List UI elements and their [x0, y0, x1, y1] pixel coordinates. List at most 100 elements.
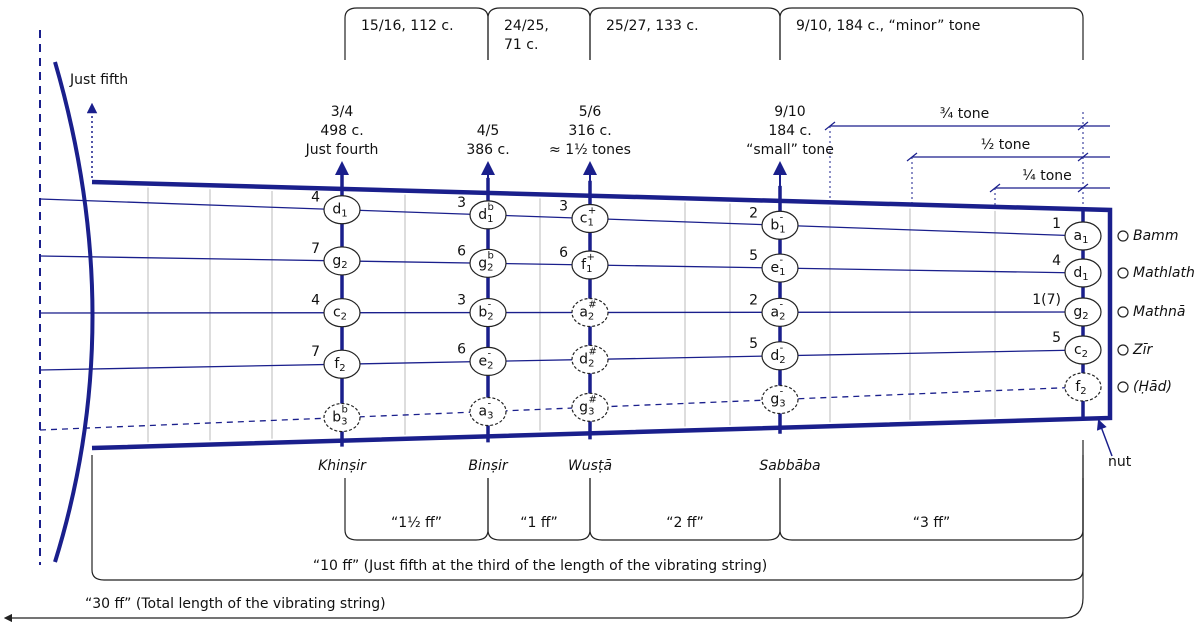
note: a2-	[771, 299, 786, 322]
note-sup: b	[341, 405, 347, 416]
note-sub: 2	[779, 355, 785, 366]
note-sub: 1	[487, 214, 493, 225]
ten-ff: “10 ff” (Just fifth at the third of the …	[313, 558, 767, 574]
note-sup: #	[588, 346, 596, 357]
note-sub: 2	[1082, 349, 1088, 360]
note-sub: 2	[1080, 386, 1086, 397]
thirty-ff-arrow	[3, 440, 1084, 623]
finger: 6	[559, 245, 568, 261]
note-oval	[761, 210, 799, 240]
note-oval	[571, 392, 609, 422]
note: g2	[332, 253, 347, 271]
note-letter: e	[479, 353, 488, 369]
note-letter: c	[333, 305, 341, 321]
note-sub: 2	[487, 262, 493, 273]
fret-ratio: 3/4	[331, 104, 354, 120]
note: f2	[1075, 379, 1086, 397]
note-sup: -	[779, 299, 783, 310]
finger: 5	[1052, 330, 1061, 346]
note: c2	[1074, 342, 1088, 360]
note-letter: d	[478, 207, 487, 223]
note-oval	[323, 402, 361, 433]
fret-ratio: 316 c.	[568, 123, 611, 139]
string	[39, 255, 1084, 274]
note: f1+	[581, 252, 595, 275]
bottom-brace	[589, 478, 781, 541]
note-oval	[323, 195, 361, 225]
interval-label: 24/25,	[504, 18, 549, 34]
note: e2-	[479, 348, 494, 371]
ten-ff-brace	[91, 455, 1084, 581]
ff-label: “1½ ff”	[391, 515, 442, 531]
interval-label: 15/16, 112 c.	[361, 18, 454, 34]
finger: 1(7)	[1032, 292, 1061, 308]
thirty-ff: “30 ff” (Total length of the vibrating s…	[85, 596, 386, 612]
note: c2	[333, 305, 347, 323]
note-sup: -	[780, 343, 784, 354]
note: g3#	[579, 394, 597, 417]
note-sub: 3	[779, 398, 785, 409]
note-oval	[323, 298, 361, 328]
note-letter: f	[334, 356, 340, 372]
note-letter: g	[478, 255, 487, 271]
note-letter: g	[1073, 304, 1082, 320]
fret-name: Sabbāba	[759, 458, 820, 474]
note-sub: 2	[487, 360, 493, 371]
finger: 3	[457, 293, 466, 309]
note-sub: 2	[339, 363, 345, 374]
note-oval	[469, 297, 507, 328]
note-letter: g	[332, 253, 341, 269]
tone-label: ¾ tone	[940, 106, 990, 122]
finger: 7	[311, 344, 320, 360]
bottom-brace	[344, 478, 489, 541]
note-sup: +	[586, 252, 594, 263]
fret-name: Khinṣir	[318, 458, 367, 474]
note: g3-	[770, 386, 785, 409]
note-sup: b	[487, 202, 493, 213]
note-oval	[761, 341, 799, 371]
note: g2	[1073, 304, 1088, 322]
note-sup: #	[588, 394, 596, 405]
note: g2b	[478, 250, 494, 273]
just-fifth: Just fifth	[69, 72, 128, 88]
string-name: Mathlath	[1133, 265, 1195, 281]
note: c1+	[580, 206, 596, 229]
note-sub: 1	[1082, 272, 1088, 283]
fret-ratio: 386 c.	[466, 142, 509, 158]
note-oval	[1064, 221, 1102, 251]
note: d1b	[478, 202, 494, 225]
fret-ratio: 184 c.	[768, 123, 811, 139]
fret-name: Binṣir	[468, 458, 509, 474]
note-oval	[571, 203, 609, 234]
note: d2#	[579, 346, 597, 369]
tone-label: ¼ tone	[1022, 168, 1072, 184]
finger: 4	[1052, 253, 1061, 269]
note-sup: -	[488, 348, 492, 359]
note-letter: d	[579, 351, 588, 367]
note-letter: g	[579, 399, 588, 415]
tone-label: ½ tone	[981, 137, 1031, 153]
note-oval	[323, 246, 361, 276]
string	[39, 386, 1084, 431]
note-oval	[469, 248, 507, 278]
top-brace	[344, 7, 489, 60]
nut-label: nut	[1108, 454, 1132, 470]
note-letter: d	[1073, 265, 1082, 281]
note: e1-	[771, 255, 786, 278]
ff-label: “2 ff”	[666, 515, 704, 531]
string	[39, 349, 1084, 371]
finger: 7	[311, 241, 320, 257]
interval-label: 71 c.	[504, 37, 538, 53]
finger: 5	[749, 248, 758, 264]
note: b1-	[770, 212, 785, 235]
fret-ratio: 498 c.	[320, 123, 363, 139]
note-sub: 1	[586, 264, 592, 275]
note-letter: b	[332, 410, 341, 426]
note-letter: a	[1074, 228, 1083, 244]
note: f2	[334, 356, 345, 374]
fret-ratio: 4/5	[477, 123, 500, 139]
note-sub: 1	[779, 224, 785, 235]
note-oval	[571, 297, 609, 328]
note: b2-	[478, 300, 493, 323]
ff-label: “3 ff”	[913, 515, 951, 531]
